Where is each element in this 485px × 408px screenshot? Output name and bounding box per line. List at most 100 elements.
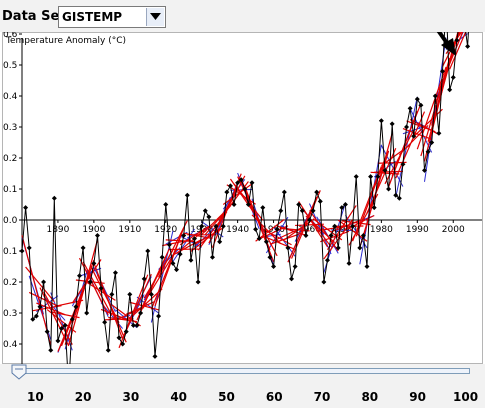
- data-point: [33, 313, 39, 319]
- data-point: [454, 37, 460, 43]
- data-point: [235, 180, 241, 186]
- data-point: [69, 316, 75, 322]
- y-tick-label: 0.3: [3, 123, 17, 133]
- trend-segment: [391, 103, 422, 177]
- data-point: [386, 186, 392, 192]
- data-point: [328, 233, 334, 238]
- slider-tick-label: 20: [74, 390, 92, 404]
- data-point: [23, 205, 29, 211]
- y-tick-label: 0.0: [3, 216, 18, 226]
- temperature-chart: Temperature Anomaly (°C) 0.70.60.50.40.3…: [3, 32, 482, 364]
- data-point: [404, 124, 410, 130]
- data-point: [87, 279, 93, 285]
- data-point: [156, 313, 162, 319]
- trend-segment: [301, 207, 332, 248]
- trend-segment: [309, 210, 339, 252]
- data-point: [192, 236, 197, 242]
- data-point: [364, 264, 370, 269]
- y-tick-label: 0.5: [3, 61, 17, 71]
- trend-segment: [377, 161, 407, 164]
- x-tick-label: 1980: [370, 225, 393, 235]
- trend-segment: [283, 219, 314, 241]
- data-point: [382, 167, 388, 173]
- data-point: [55, 338, 61, 344]
- data-point: [73, 304, 79, 310]
- data-point: [116, 335, 122, 341]
- trend-segment: [68, 239, 99, 345]
- trend-segment: [108, 316, 138, 323]
- dropdown-button[interactable]: [146, 8, 164, 26]
- axes: 0.70.60.50.40.30.20.10.00.10.20.30.40.50…: [3, 32, 482, 364]
- x-tick-label: 1990: [406, 225, 429, 235]
- data-point: [30, 316, 36, 322]
- data-point: [289, 276, 295, 282]
- data-point: [339, 205, 345, 211]
- trend-segment: [362, 133, 393, 238]
- data-point: [152, 353, 158, 359]
- data-point: [44, 329, 50, 335]
- slider-tick-label: 50: [218, 390, 235, 404]
- data-point: [130, 322, 136, 328]
- data-point: [285, 245, 291, 251]
- data-point: [148, 291, 154, 297]
- data-point: [181, 233, 187, 238]
- trend-segment: [21, 235, 52, 346]
- data-point: [317, 198, 323, 204]
- data-point: [378, 118, 384, 124]
- data-point: [432, 93, 438, 99]
- dataset-select[interactable]: GISTEMP: [58, 6, 166, 28]
- arrow-head: [441, 38, 456, 56]
- slider-panel: 10 20 30 40 50 60 70 80 90 100: [0, 364, 485, 408]
- data-point: [59, 326, 65, 331]
- data-point: [353, 174, 359, 180]
- data-point: [281, 189, 287, 195]
- data-series: [19, 32, 471, 364]
- slider-thumb[interactable]: [11, 364, 29, 380]
- data-point: [19, 248, 25, 254]
- trend-segment: [43, 295, 66, 321]
- data-point: [357, 245, 363, 251]
- trend-segment: [122, 273, 152, 339]
- x-tick-label: 1950: [262, 225, 285, 235]
- data-point: [105, 347, 111, 353]
- data-point: [141, 276, 147, 282]
- data-point: [80, 245, 86, 251]
- x-tick-label: 1910: [118, 225, 141, 235]
- data-point: [84, 310, 90, 316]
- trend-segment: [201, 221, 224, 238]
- data-point: [256, 236, 262, 242]
- data-point: [447, 87, 453, 93]
- toolbar: Data Set: GISTEMP: [0, 0, 485, 32]
- y-tick-label: 0.3: [3, 309, 17, 319]
- data-point: [174, 267, 180, 273]
- data-point: [450, 74, 456, 80]
- slider-tick-label: 30: [122, 390, 140, 404]
- data-point: [195, 279, 201, 285]
- data-point: [253, 226, 259, 232]
- data-point: [393, 192, 399, 198]
- data-point: [188, 257, 194, 263]
- slider-track[interactable]: [12, 368, 470, 374]
- data-point: [166, 242, 172, 248]
- data-point: [375, 174, 381, 180]
- data-point: [371, 205, 377, 211]
- data-point: [400, 161, 406, 167]
- data-point: [199, 223, 205, 229]
- data-point: [324, 257, 330, 263]
- trend-segment: [222, 183, 253, 205]
- data-point: [346, 260, 352, 266]
- data-point: [145, 248, 151, 254]
- data-point: [120, 341, 126, 347]
- data-point: [292, 264, 298, 269]
- slider-tick-label: 40: [170, 390, 188, 404]
- data-point: [411, 133, 417, 139]
- data-point: [396, 195, 402, 201]
- data-point: [37, 304, 43, 310]
- data-point: [91, 260, 97, 266]
- data-point: [134, 322, 140, 328]
- x-tick-label: 2000: [442, 225, 465, 235]
- data-point: [296, 202, 302, 207]
- data-point: [227, 183, 233, 189]
- data-point: [418, 102, 424, 108]
- trend-segment: [266, 236, 296, 250]
